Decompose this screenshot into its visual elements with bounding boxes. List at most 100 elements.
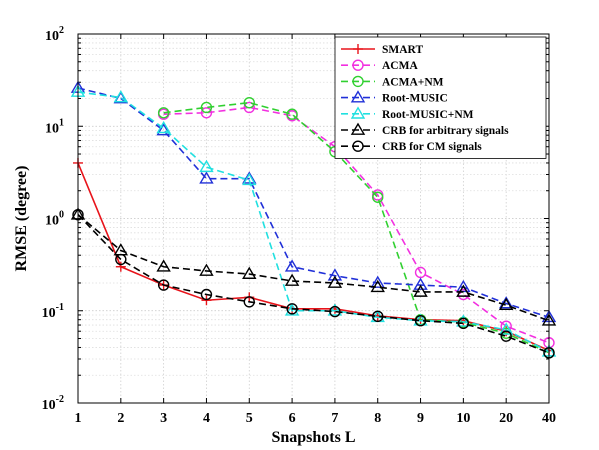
- series-crb-for-cm-signals: [72, 208, 555, 359]
- data-point: [414, 266, 427, 279]
- data-point: [243, 101, 255, 114]
- plot-frame: [77, 33, 550, 404]
- x-tick-label: 6: [289, 411, 296, 426]
- legend-item: ACMA: [341, 59, 418, 72]
- x-tick-labels: 1 2 3 4 5 6 7 8 9 10 20 40: [75, 411, 557, 426]
- data-point: [157, 279, 170, 291]
- data-point: [284, 273, 300, 286]
- x-tick-label: 40: [542, 411, 556, 426]
- legend-label: CRB for CM signals: [382, 141, 482, 153]
- legend-item: CRB for CM signals: [341, 140, 482, 153]
- series-line: [163, 106, 550, 344]
- x-tick-label: 9: [417, 411, 424, 426]
- data-point: [456, 314, 471, 327]
- data-point: [157, 107, 170, 119]
- data-point: [115, 261, 126, 272]
- data-point: [353, 44, 363, 54]
- data-point: [370, 279, 385, 293]
- y-tick-labels: 10-2 10-1 100 101 102: [42, 25, 64, 413]
- data-point: [370, 275, 385, 288]
- data-point: [156, 123, 171, 136]
- x-tick-label: 3: [160, 411, 167, 426]
- data-point: [199, 263, 214, 276]
- data-point: [242, 171, 257, 184]
- legend-item: Root-MUSIC: [341, 90, 448, 105]
- legend-label: SMART: [382, 44, 423, 56]
- legend-label: Root-MUSIC: [382, 93, 448, 105]
- series-group: [70, 80, 557, 359]
- x-tick-label: 2: [117, 411, 124, 426]
- legend-label: ACMA+NM: [382, 76, 444, 88]
- legend-box: [334, 36, 547, 159]
- series-line: [163, 101, 550, 354]
- y-tick-label: 100: [45, 210, 64, 229]
- data-point: [350, 106, 366, 119]
- y-tick-label: 10-1: [42, 302, 64, 321]
- series-line: [77, 162, 550, 352]
- y-axis-title: RMSE (degree): [13, 166, 30, 272]
- data-point: [352, 59, 364, 71]
- legend-label: ACMA: [382, 60, 418, 72]
- legend: SMART ACMA ACMA+NM Root-MUSIC Root-MUSIC+NM C…: [334, 36, 547, 159]
- data-point: [498, 322, 514, 335]
- data-point: [350, 90, 366, 103]
- legend-item: Root-MUSIC+NM: [341, 106, 474, 121]
- data-point: [199, 159, 214, 173]
- legend-label: CRB for arbitrary signals: [382, 125, 509, 137]
- x-tick-label: 5: [246, 411, 253, 426]
- data-point: [498, 297, 514, 311]
- y-tick-label: 10-2: [42, 394, 64, 413]
- data-point: [500, 330, 512, 342]
- data-point: [200, 101, 213, 114]
- data-point: [286, 108, 298, 120]
- data-point: [156, 259, 171, 272]
- data-point: [352, 75, 364, 88]
- y-tick-label: 102: [45, 25, 64, 44]
- data-point: [284, 259, 300, 272]
- x-tick-label: 20: [499, 411, 513, 426]
- data-point: [457, 317, 470, 330]
- legend-item: SMART: [341, 44, 423, 56]
- x-tick-label: 4: [203, 411, 210, 426]
- data-point: [115, 253, 127, 266]
- data-point: [456, 284, 471, 297]
- legend-item: CRB for arbitrary signals: [341, 122, 509, 137]
- data-point: [327, 275, 343, 288]
- series-line: [77, 87, 550, 319]
- data-point: [242, 266, 257, 279]
- data-point: [414, 315, 427, 327]
- data-point: [199, 171, 214, 184]
- data-point: [498, 296, 514, 309]
- data-point: [372, 191, 384, 203]
- data-point: [413, 277, 428, 290]
- x-tick-label: 7: [331, 411, 338, 426]
- x-tick-label: 1: [75, 411, 82, 426]
- data-point: [200, 107, 213, 119]
- data-point: [286, 303, 298, 315]
- data-point: [413, 284, 428, 297]
- data-point: [113, 90, 129, 103]
- data-point: [243, 97, 255, 109]
- data-point: [327, 303, 343, 316]
- data-point: [352, 140, 364, 152]
- x-axis-title: Snapshots L: [271, 429, 355, 446]
- data-point: [201, 295, 212, 306]
- data-point: [284, 303, 300, 316]
- data-point: [156, 120, 171, 134]
- data-point: [372, 310, 384, 323]
- x-tick-label: 10: [456, 411, 470, 426]
- x-tick-label: 8: [374, 411, 381, 426]
- legend-label: Root-MUSIC+NM: [382, 109, 474, 121]
- data-point: [200, 288, 213, 301]
- series-line: [77, 214, 550, 354]
- legend-item: ACMA+NM: [341, 75, 444, 88]
- data-point: [243, 296, 255, 308]
- series-line: [77, 214, 550, 322]
- data-point: [327, 268, 343, 281]
- data-point: [350, 122, 366, 135]
- series-line: [77, 91, 550, 353]
- y-tick-label: 101: [45, 117, 64, 136]
- data-point: [242, 172, 257, 186]
